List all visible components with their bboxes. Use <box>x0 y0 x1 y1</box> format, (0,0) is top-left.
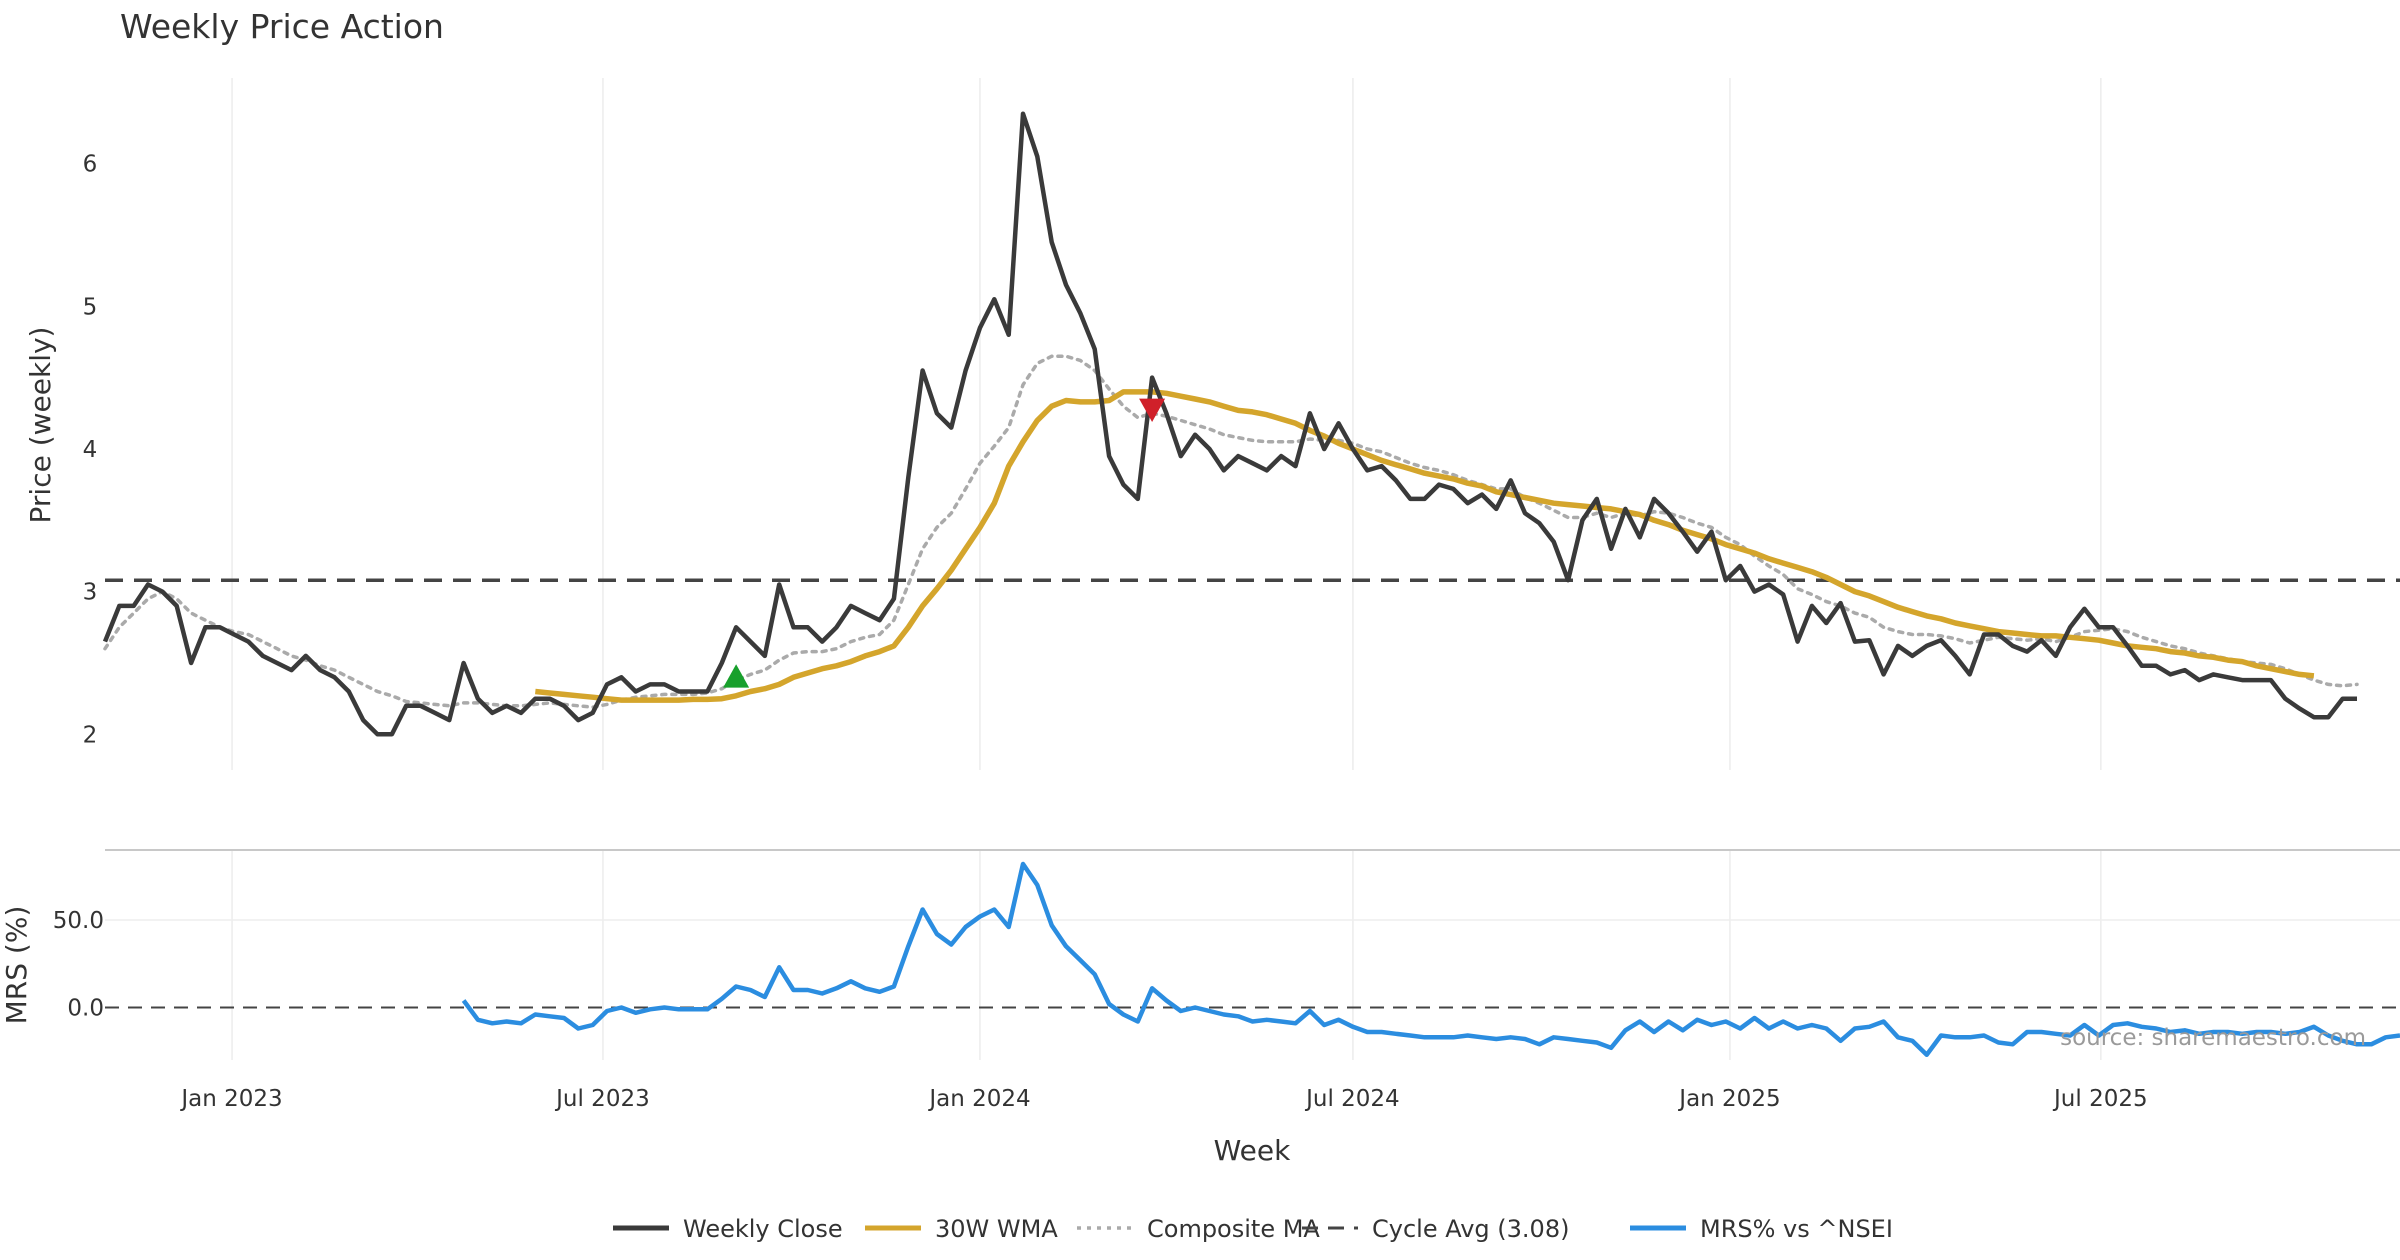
mrs-axis-label: MRS (%) <box>0 906 33 1025</box>
buy-signal-marker <box>723 664 750 688</box>
source-note: source: sharemaestro.com <box>2060 1025 2366 1051</box>
mrs-y-tick-label: 0.0 <box>67 996 104 1022</box>
x-tick-label: Jul 2025 <box>2052 1086 2148 1112</box>
x-tick-label: Jul 2023 <box>554 1086 650 1112</box>
x-tick-label: Jan 2023 <box>179 1086 282 1112</box>
price-y-tick-label: 3 <box>83 580 98 606</box>
legend-label: Weekly Close <box>683 1215 843 1243</box>
legend-label: 30W WMA <box>935 1215 1058 1243</box>
x-tick-label: Jan 2025 <box>1677 1086 1780 1112</box>
legend-label: Composite MA <box>1147 1215 1320 1243</box>
price-y-tick-label: 4 <box>83 437 98 463</box>
wma-30w-line <box>535 389 2315 703</box>
grid-lines <box>231 78 2102 1060</box>
mrs-panel: 0.0 50.0 <box>53 849 2400 1058</box>
weekly-close-line <box>102 111 2357 737</box>
legend: Weekly Close 30W WMA Composite MA Cycle Avg… <box>613 1215 1893 1243</box>
legend-label: Cycle Avg (3.08) <box>1372 1215 1569 1243</box>
x-axis: Jan 2023 Jul 2023 Jan 2024 Jul 2024 Jan 2025… <box>179 1086 2147 1112</box>
x-tick-label: Jan 2024 <box>927 1086 1030 1112</box>
price-y-tick-label: 5 <box>83 294 98 320</box>
price-axis-label: Price (weekly) <box>24 327 57 524</box>
price-panel: 2 3 4 5 6 <box>83 111 2400 748</box>
mrs-y-tick-label: 50.0 <box>53 908 104 934</box>
chart-title: Weekly Price Action <box>120 7 444 46</box>
mrs-line <box>461 861 2400 1058</box>
price-y-tick-label: 2 <box>83 722 98 748</box>
x-tick-label: Jul 2024 <box>1304 1086 1400 1112</box>
x-axis-label: Week <box>1214 1134 1291 1167</box>
legend-label: MRS% vs ^NSEI <box>1700 1215 1893 1243</box>
price-y-tick-label: 6 <box>83 152 98 178</box>
sell-signal-marker <box>1139 398 1166 423</box>
